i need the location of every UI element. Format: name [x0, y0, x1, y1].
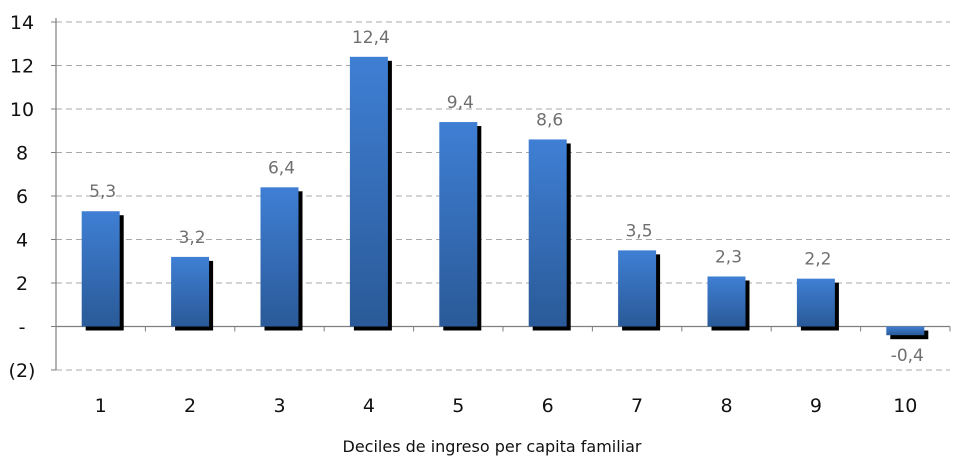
data-label: 3,2: [179, 228, 206, 248]
x-tick-label: 1: [95, 395, 107, 417]
data-label: 2,2: [804, 250, 831, 270]
data-label: 5,3: [89, 182, 116, 202]
y-tick-label: (2): [9, 360, 36, 382]
x-tick-label: 3: [273, 395, 285, 417]
x-tick-label: 7: [631, 395, 643, 417]
data-label: 2,3: [715, 247, 742, 267]
data-label: -0,4: [891, 346, 924, 366]
x-tick-label: 10: [893, 395, 917, 417]
y-tick-label: 10: [10, 99, 34, 121]
x-tick-label: 8: [720, 395, 732, 417]
bar: [439, 122, 478, 327]
bar: [81, 211, 120, 327]
x-tick-label: 2: [184, 395, 196, 417]
bar: [528, 139, 567, 327]
x-axis-title: Deciles de ingreso per capita familiar: [343, 437, 642, 456]
y-tick-label: 4: [16, 230, 28, 252]
bar: [707, 276, 746, 327]
x-tick-label: 4: [363, 395, 375, 417]
bars: [81, 56, 929, 340]
y-tick-label: 14: [10, 12, 34, 34]
data-label: 3,5: [626, 221, 653, 241]
bar: [171, 256, 210, 327]
bar: [886, 326, 925, 336]
x-tick-label: 9: [810, 395, 822, 417]
y-tick-label: 2: [16, 273, 28, 295]
data-label: 8,6: [536, 110, 563, 130]
bar: [260, 187, 299, 327]
y-tick-label: 12: [10, 56, 34, 78]
x-tick-label: 6: [542, 395, 554, 417]
y-tick-label: -: [19, 317, 26, 339]
y-tick-label: 8: [16, 143, 28, 165]
data-label: 9,4: [447, 93, 474, 113]
bar: [349, 56, 388, 327]
bar: [618, 250, 657, 327]
bar: [796, 278, 835, 327]
data-labels: 5,3 3,2 6,4 12,4 9,4 8,6 3,5 2,3 2,2 -0,4: [89, 28, 924, 366]
x-tick-label: 5: [452, 395, 464, 417]
data-label: 6,4: [268, 158, 295, 178]
data-label: 12,4: [352, 28, 390, 48]
y-tick-label: 6: [16, 186, 28, 208]
